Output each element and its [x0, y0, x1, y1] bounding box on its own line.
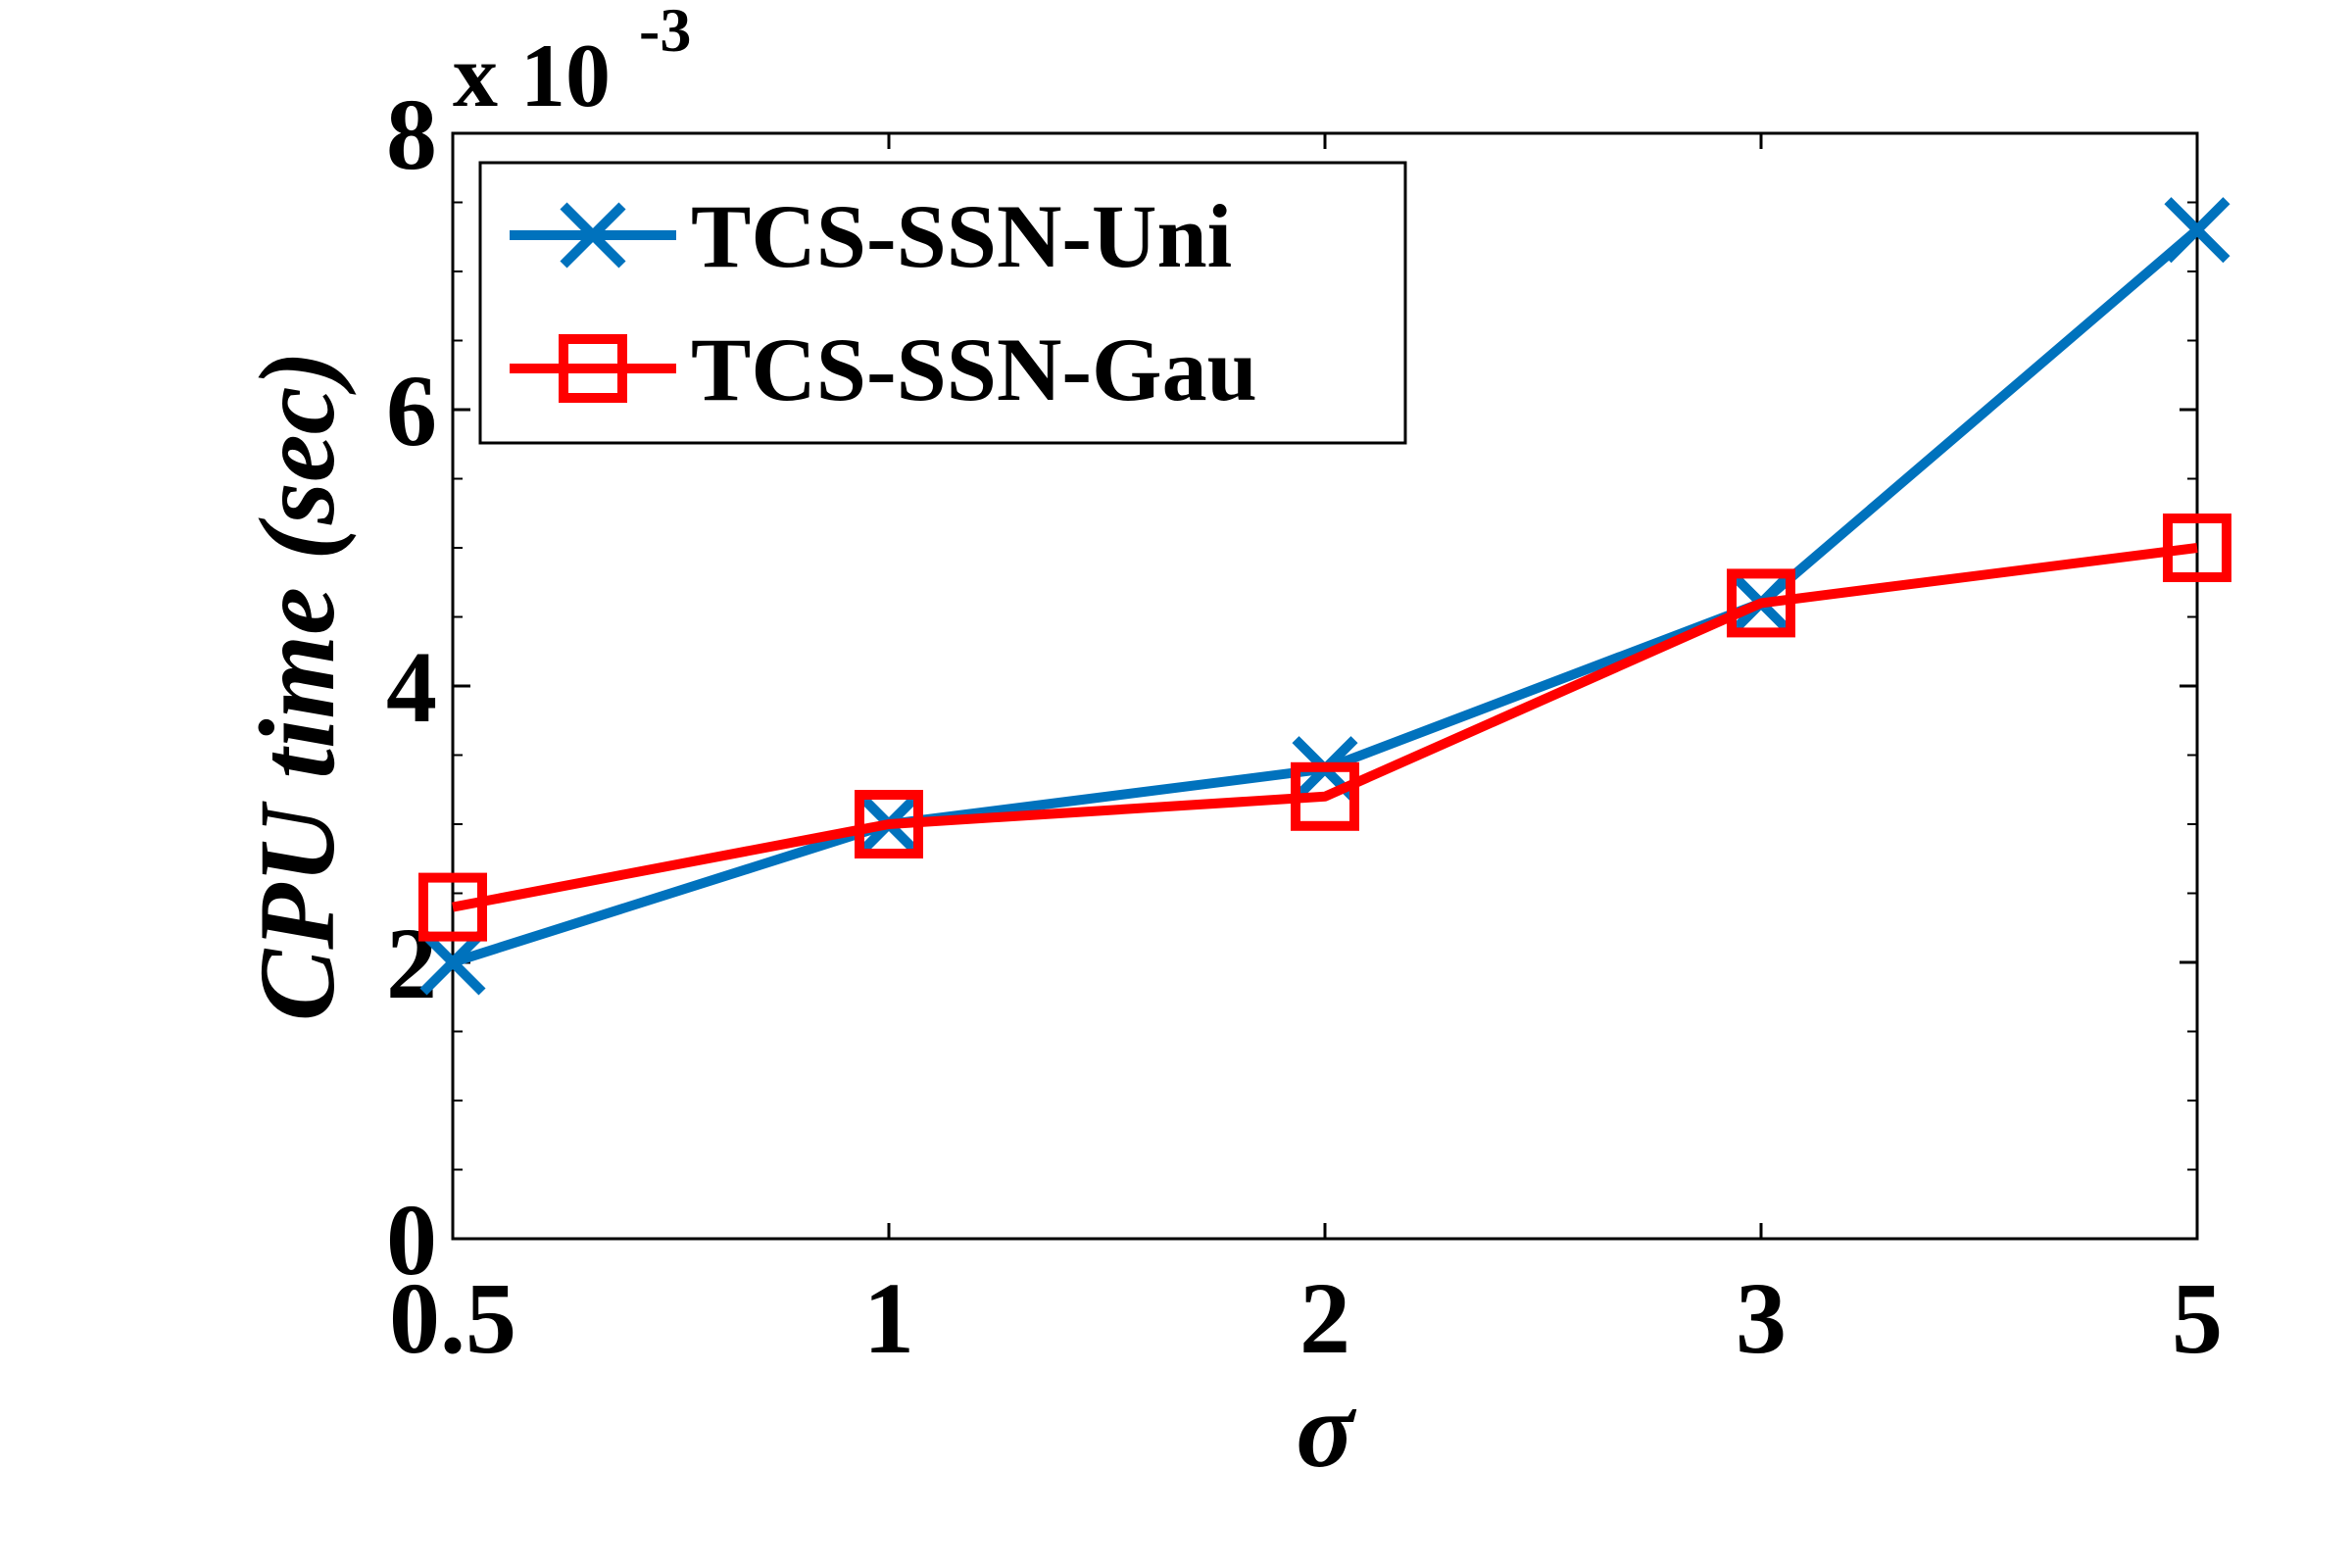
series-layer: [418, 197, 2231, 996]
y-ticks: 0 2 4 6 8: [386, 78, 2197, 1297]
legend: TCS-SSN-Uni TCS-SSN-Gau: [478, 161, 1407, 445]
legend-marker-uni: [560, 202, 626, 269]
x-tick-label: 2: [1299, 1262, 1350, 1375]
data-point-tcs-ssn-gau: [1291, 761, 1359, 831]
y-minor-ticks: [453, 201, 2197, 1171]
legend-label-gau: TCS-SSN-Gau: [691, 319, 1257, 419]
y-tick-label: 6: [386, 355, 437, 467]
y-multiplier-exponent: -3: [639, 0, 691, 65]
x-tick-label: 5: [2172, 1262, 2223, 1375]
data-point-tcs-ssn-gau: [418, 872, 487, 942]
x-tick-label: 1: [863, 1262, 914, 1375]
y-tick-label: 2: [386, 907, 437, 1020]
legend-box: [478, 161, 1407, 445]
series-line-tcs-ssn-gau: [452, 543, 2198, 912]
y-tick-label: 8: [386, 78, 437, 191]
data-point-tcs-ssn-uni: [419, 929, 486, 996]
x-tick-label: 0.5: [389, 1262, 516, 1375]
y-axis-label: CPU time (sec): [237, 351, 357, 1021]
data-point-tcs-ssn-uni: [2164, 197, 2230, 264]
x-tick-label: 3: [1736, 1262, 1787, 1375]
data-point-tcs-ssn-gau: [2163, 514, 2231, 582]
x-axis-label: σ: [1296, 1370, 1356, 1490]
x-ticks: 0.5 1 2 3 5: [389, 133, 2223, 1375]
y-tick-label: 4: [386, 631, 437, 744]
legend-label-uni: TCS-SSN-Uni: [691, 186, 1232, 286]
y-multiplier-base: x 10: [453, 25, 611, 125]
y-multiplier: x 10 -3: [453, 0, 691, 125]
legend-marker-gau: [559, 334, 627, 403]
data-point-tcs-ssn-gau: [1727, 568, 1795, 638]
y-tick-label: 0: [386, 1184, 437, 1297]
data-point-tcs-ssn-gau: [855, 790, 923, 858]
